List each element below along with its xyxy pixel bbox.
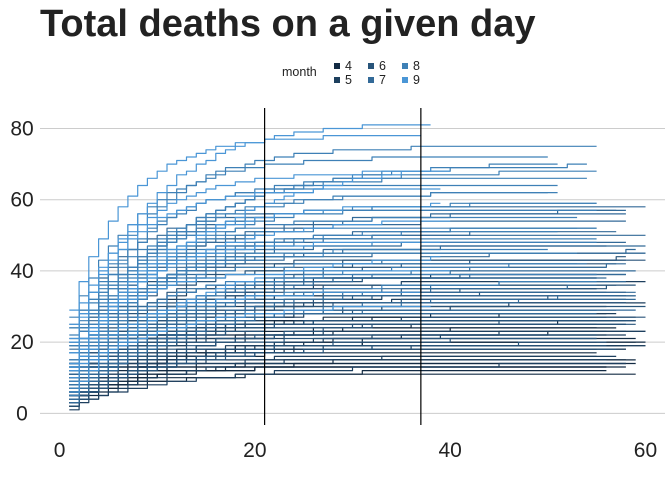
series-line-month-5-35 bbox=[69, 345, 626, 400]
series-line-month-8-117 bbox=[69, 248, 548, 382]
series-line-month-7-91 bbox=[69, 295, 636, 397]
series-line-month-5-31 bbox=[69, 355, 617, 397]
x-tick-label-40: 40 bbox=[438, 439, 461, 462]
legend-key-7 bbox=[368, 77, 374, 83]
series-line-month-9-139 bbox=[69, 256, 441, 393]
legend-key-8 bbox=[402, 63, 408, 69]
series-line-month-5-32 bbox=[69, 348, 626, 389]
y-axis-tick-labels: 0 20 40 60 80 bbox=[10, 117, 33, 425]
series-line-month-9-138 bbox=[69, 270, 451, 354]
series-line-month-8-131 bbox=[69, 170, 597, 368]
x-tick-label-20: 20 bbox=[243, 439, 266, 462]
series-line-month-5-28 bbox=[69, 362, 626, 404]
series-line-month-4-25 bbox=[69, 313, 607, 375]
series-line-month-8-112 bbox=[69, 281, 597, 365]
series-line-month-9-146 bbox=[69, 135, 421, 311]
series-line-month-7-104 bbox=[69, 234, 646, 347]
series-line-month-4-9 bbox=[69, 348, 626, 404]
series-line-month-6-73 bbox=[69, 291, 607, 397]
series-lines bbox=[69, 124, 646, 411]
legend-label-5: 5 bbox=[345, 73, 352, 87]
series-line-month-5-30 bbox=[69, 355, 597, 411]
y-tick-label-0: 0 bbox=[16, 402, 28, 425]
legend-label-7: 7 bbox=[379, 73, 386, 87]
series-line-month-9-144 bbox=[69, 170, 451, 325]
legend-label-9: 9 bbox=[413, 73, 420, 87]
series-line-month-9-137 bbox=[69, 291, 421, 368]
legend-title: month bbox=[282, 65, 317, 79]
series-line-month-9-141 bbox=[69, 220, 451, 354]
series-line-month-4-1 bbox=[69, 370, 607, 397]
series-line-month-6-68 bbox=[69, 316, 646, 379]
x-tick-label-60: 60 bbox=[634, 439, 657, 462]
series-line-month-6-77 bbox=[69, 284, 636, 397]
series-line-month-8-115 bbox=[69, 263, 578, 382]
legend-key-5 bbox=[334, 77, 340, 83]
legend-key-6 bbox=[368, 63, 374, 69]
legend-label-6: 6 bbox=[379, 59, 386, 73]
chart-title: Total deaths on a given day bbox=[40, 3, 536, 45]
series-line-month-4-8 bbox=[69, 359, 636, 400]
x-axis-tick-labels: 0 20 40 60 bbox=[54, 439, 657, 462]
y-tick-label-80: 80 bbox=[10, 117, 33, 140]
x-tick-label-0: 0 bbox=[54, 439, 66, 462]
legend-label-8: 8 bbox=[413, 59, 420, 73]
reference-lines bbox=[264, 108, 422, 425]
series-line-month-4-6 bbox=[69, 362, 626, 397]
series-line-month-9-147 bbox=[69, 124, 431, 343]
series-line-month-5-45 bbox=[69, 316, 607, 379]
series-line-month-8-130 bbox=[69, 177, 587, 354]
series-line-month-7-108 bbox=[69, 213, 626, 368]
series-line-month-9-143 bbox=[69, 188, 441, 340]
legend-key-4 bbox=[334, 63, 340, 69]
y-tick-label-40: 40 bbox=[10, 260, 33, 283]
series-line-month-5-29 bbox=[69, 359, 607, 393]
series-line-month-5-44 bbox=[69, 320, 636, 375]
series-line-month-5-54 bbox=[69, 281, 646, 386]
series-line-month-6-60 bbox=[69, 345, 607, 386]
series-line-month-5-56 bbox=[69, 277, 597, 382]
series-line-month-8-133 bbox=[69, 156, 548, 318]
series-line-month-6-62 bbox=[69, 337, 597, 400]
series-line-month-5-57 bbox=[69, 273, 597, 365]
y-tick-label-20: 20 bbox=[10, 331, 33, 354]
series-line-month-5-48 bbox=[69, 302, 646, 386]
series-line-month-4-12 bbox=[69, 345, 646, 400]
series-line-month-6-65 bbox=[69, 320, 636, 404]
y-tick-label-60: 60 bbox=[10, 189, 33, 212]
series-line-month-5-50 bbox=[69, 298, 626, 389]
legend-key-9 bbox=[402, 77, 408, 83]
legend-label-4: 4 bbox=[345, 59, 352, 73]
series-line-month-7-96 bbox=[69, 273, 626, 365]
series-line-month-9-145 bbox=[69, 167, 432, 365]
series-line-month-4-18 bbox=[69, 330, 607, 393]
